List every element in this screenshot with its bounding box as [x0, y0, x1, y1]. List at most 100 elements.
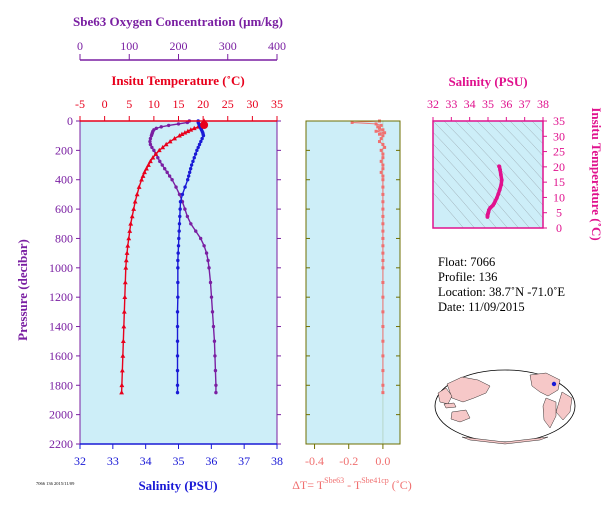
oxygen-point: [163, 167, 167, 171]
temperature-point: [120, 338, 126, 344]
salinity-tick-label: 35: [173, 454, 185, 468]
salinity-point: [176, 266, 180, 270]
salinity-point: [195, 148, 199, 153]
oxygen-point: [207, 266, 211, 270]
oxygen-point: [214, 383, 218, 387]
temperature-tick-label: 5: [126, 97, 132, 111]
float-location-marker: [551, 381, 557, 387]
temperature-point: [129, 213, 135, 219]
ts-y-axis-label: Insitu Temperature (˚C): [589, 107, 604, 240]
oxygen-point: [198, 236, 203, 241]
ts-density-contour: [520, 121, 543, 145]
delta-point: [381, 142, 385, 146]
ts-y-tick-label: 25: [553, 145, 565, 159]
oxygen-point: [214, 390, 218, 395]
temperature-point: [128, 221, 134, 226]
oxygen-point: [160, 163, 164, 167]
oxygen-point: [177, 192, 182, 197]
delta-point: [381, 192, 385, 196]
salinity-point: [201, 133, 206, 138]
ts-y-tick-label: 5: [556, 206, 562, 220]
oxygen-point: [202, 244, 206, 248]
temperature-point: [123, 257, 129, 263]
delta-point: [376, 125, 380, 129]
temperature-point: [146, 162, 151, 167]
temperature-tick-label: 30: [246, 97, 258, 111]
ts-density-contour: [443, 121, 541, 228]
pressure-tick-label: 1200: [49, 290, 73, 304]
oxygen-point: [194, 229, 198, 233]
delta-panel-frame: [305, 120, 401, 445]
delta-point: [381, 152, 385, 156]
map-antarctica: [461, 436, 549, 445]
ts-y-tick-label: 30: [553, 129, 565, 143]
salinity-point: [175, 324, 180, 329]
salinity-point: [196, 145, 200, 150]
ts-density-contour: [433, 155, 497, 228]
oxygen-tick-label: 200: [170, 39, 188, 53]
ts-point: [497, 187, 502, 192]
salinity-point: [193, 152, 198, 156]
oxygen-point: [148, 136, 153, 141]
salinity-point: [178, 214, 182, 219]
temperature-point: [172, 136, 177, 141]
footer-small-text: 7066 136 2015/11/09: [36, 481, 75, 486]
salinity-point: [187, 170, 192, 175]
ts-density-contour: [433, 179, 475, 228]
oxygen-tick-label: 300: [219, 39, 237, 53]
oxygen-point: [165, 170, 169, 175]
map-africa: [555, 391, 573, 421]
ts-x-axis-label: Salinity (PSU): [448, 74, 527, 89]
pressure-tick-label: 1800: [49, 378, 73, 392]
temperature-point: [150, 155, 156, 160]
delta-panel-bg: [306, 121, 400, 444]
pressure-tick-label: 1600: [49, 349, 73, 363]
delta-point: [379, 170, 383, 174]
pressure-tick-label: 600: [55, 202, 73, 216]
delta-point: [381, 128, 385, 132]
ts-density-contour: [433, 192, 464, 228]
oxygen-point: [154, 126, 159, 131]
delta-point: [381, 383, 385, 387]
delta-point: [381, 369, 385, 373]
oxygen-point: [210, 310, 215, 314]
ts-density-contour: [433, 143, 508, 228]
delta-point: [374, 129, 378, 133]
delta-point: [381, 258, 385, 262]
temperature-point: [153, 151, 159, 156]
salinity-point: [176, 295, 180, 299]
delta-point: [381, 167, 385, 171]
world-map: [434, 369, 576, 445]
temperature-point: [127, 228, 133, 233]
temperature-tick-label: 0: [102, 97, 108, 111]
oxygen-point: [159, 125, 163, 129]
salinity-point: [176, 280, 180, 285]
salinity-axis-label: Salinity (PSU): [138, 478, 217, 493]
salinity-tick-label: 32: [74, 454, 86, 468]
ts-density-contour: [487, 121, 543, 181]
salinity-point: [200, 136, 204, 141]
map-asia-east: [437, 387, 453, 405]
delta-point: [381, 214, 385, 218]
delta-point: [381, 339, 385, 343]
oxygen-tick-label: 0: [77, 39, 83, 53]
ts-point: [499, 178, 504, 182]
temperature-axis-label: Insitu Temperature (˚C): [111, 73, 244, 88]
delta-point: [374, 122, 378, 126]
delta-point: [381, 325, 385, 329]
pressure-tick-label: 2200: [49, 437, 73, 451]
delta-point: [381, 244, 385, 248]
delta-point: [350, 120, 354, 124]
ts-traces: [485, 164, 504, 219]
salinity-point: [178, 207, 182, 211]
ts-x-tick-label: 33: [445, 97, 457, 111]
pressure-tick-label: 0: [67, 114, 73, 128]
oxygen-point: [212, 339, 217, 343]
delta-point: [381, 222, 385, 226]
oxygen-point: [152, 148, 156, 153]
map-south-america: [542, 397, 557, 429]
surface-temperature-marker: [200, 121, 209, 129]
temperature-point: [163, 141, 169, 147]
